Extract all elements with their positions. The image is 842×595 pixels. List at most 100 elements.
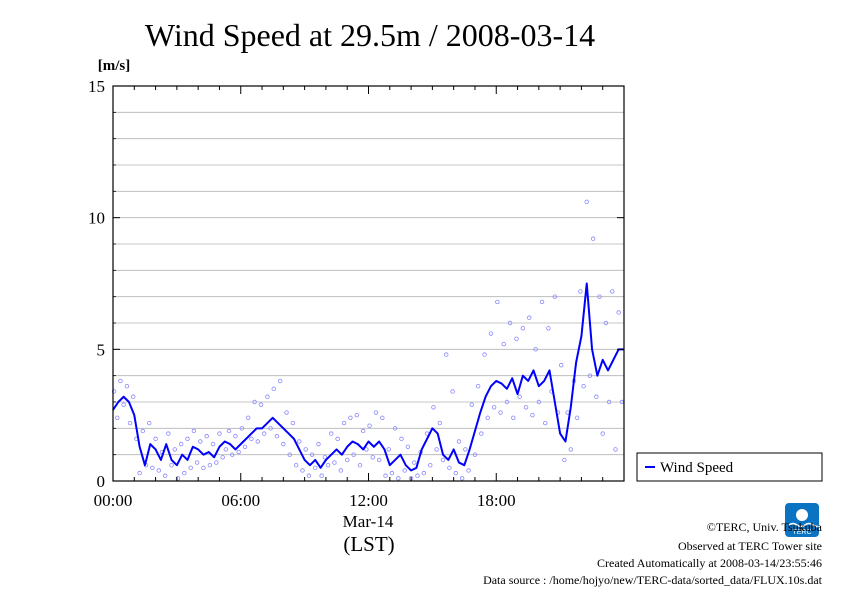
scatter-point [504, 399, 510, 405]
scatter-point [198, 439, 203, 444]
scatter-point [309, 452, 315, 457]
scatter-point [351, 452, 356, 457]
scatter-point [191, 428, 197, 434]
series-line-wind-speed [112, 282, 624, 472]
scatter-point [236, 449, 241, 455]
scatter-point [255, 439, 260, 444]
scatter-point [127, 420, 133, 426]
scatter-point [293, 463, 299, 468]
y-tick-label: 10 [88, 209, 105, 228]
scatter-point [357, 463, 363, 468]
scatter-point [578, 289, 583, 294]
x-tick-label: 06:00 [221, 491, 260, 510]
plot-area-frame [112, 85, 625, 482]
scatter-point [274, 434, 280, 439]
scatter-point [415, 473, 420, 478]
scatter-point [249, 436, 254, 442]
scatter-point [383, 473, 388, 478]
scatter-point [115, 415, 120, 420]
scatter-point [220, 455, 225, 460]
scatter-point [456, 439, 462, 444]
terc-logo: TERC [785, 503, 822, 537]
scatter-point [450, 389, 455, 394]
scatter-point [204, 434, 209, 439]
scatter-point [520, 326, 526, 331]
scatter-point [297, 439, 302, 444]
scatter-point [539, 299, 545, 305]
scatter-point [345, 457, 350, 463]
scatter-point [169, 463, 174, 468]
scatter-point [230, 452, 235, 457]
footer-created: Created Automatically at 2008-03-14/23:5… [597, 556, 822, 570]
scatter-point [616, 310, 621, 315]
scatter-point [137, 470, 142, 476]
scatter-point [325, 463, 331, 468]
scatter-point [271, 386, 276, 392]
scatter-point [201, 465, 206, 471]
scatter-point [421, 470, 427, 476]
legend: Wind Speed [636, 452, 823, 482]
scatter-point [188, 465, 193, 471]
scatter-point [367, 423, 372, 428]
scatter-point [131, 394, 136, 399]
scatter-point [610, 289, 615, 294]
chart-title: Wind Speed at 29.5m / 2008-03-14 [145, 17, 595, 53]
scatter-point [597, 294, 602, 299]
scatter-point [329, 431, 334, 436]
scatter-point [338, 468, 344, 473]
scatter-point [360, 428, 366, 434]
scatter-point [392, 426, 398, 431]
scatter-point [207, 463, 213, 468]
scatter-point [316, 441, 321, 447]
scatter-point [332, 460, 337, 465]
scatter-point [194, 460, 200, 465]
scatter-point [373, 410, 379, 415]
scatter-point [447, 465, 452, 471]
scatter-point [111, 389, 117, 394]
legend-box [636, 452, 823, 482]
scatter-point [210, 441, 216, 447]
scatter-point [405, 444, 411, 449]
x-axis-label: (LST) [343, 532, 394, 556]
scatter-point [226, 428, 232, 434]
scatter-point [313, 465, 318, 471]
scatter-point [568, 447, 573, 452]
scatter-point [341, 420, 347, 426]
scatter-point [488, 331, 494, 336]
scatter-point [495, 299, 500, 305]
scatter-point [185, 436, 190, 442]
scatter-point [546, 326, 551, 331]
scatter-point [498, 410, 503, 415]
footer-observed: Observed at TERC Tower site [678, 539, 822, 553]
scatter-point [581, 384, 586, 389]
scatter-point [437, 420, 443, 426]
scatter-point [290, 420, 296, 426]
scatter-point [594, 394, 599, 399]
scatter-point [485, 415, 490, 420]
scatter-point [475, 384, 481, 389]
x-tick-label: 18:00 [477, 491, 516, 510]
scatter-point [600, 431, 605, 436]
scatter-point [469, 402, 474, 407]
scatter-point [606, 399, 612, 405]
scatter-point [162, 473, 168, 478]
scatter-point [514, 336, 519, 341]
scatter-point [428, 463, 433, 468]
y-tick-label: 0 [97, 472, 106, 491]
scatter-point [434, 447, 439, 452]
scatter-point [399, 436, 404, 442]
scatter-point [246, 415, 251, 420]
x-axis-date-label: Mar-14 [343, 512, 394, 531]
scatter-point [335, 436, 340, 442]
scatter-point [574, 415, 580, 420]
scatter-point [233, 434, 238, 439]
scatter-point [530, 412, 535, 418]
scatter-point [118, 378, 123, 384]
scatter-point [590, 236, 596, 241]
scatter-point [466, 468, 471, 473]
scatter-point [603, 320, 609, 326]
scatter-point [265, 394, 270, 399]
scatter-point [242, 444, 248, 449]
scatter-point [140, 428, 146, 434]
